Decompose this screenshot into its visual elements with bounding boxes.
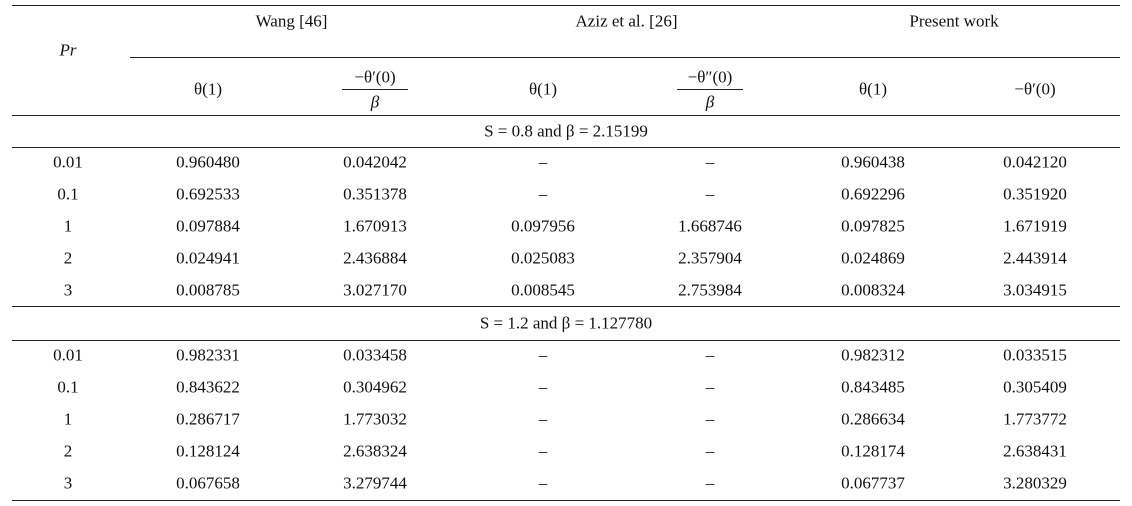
cell: 2.443914	[1003, 248, 1067, 268]
row-label: 0.1	[57, 184, 79, 204]
cell: 1.671919	[1003, 216, 1067, 236]
cell: 0.286717	[176, 409, 240, 429]
column-header: −θ′(0)	[1014, 79, 1056, 99]
fraction-numerator: −θ′(0)	[354, 67, 396, 87]
cell: –	[705, 473, 715, 493]
cell: 0.097956	[511, 216, 575, 236]
fraction-denominator: β	[370, 92, 380, 112]
fraction-bar	[677, 89, 743, 90]
row-label: 1	[63, 409, 73, 429]
header-rule	[12, 115, 1120, 116]
cell: 0.024941	[176, 248, 240, 268]
cell: 3.027170	[343, 280, 407, 300]
cell: 3.034915	[1003, 280, 1067, 300]
cell: 0.351920	[1003, 184, 1067, 204]
cell: 0.843485	[841, 377, 905, 397]
group-rule	[130, 57, 1120, 58]
cell: 0.960438	[841, 152, 905, 172]
cell: 0.067737	[841, 473, 905, 493]
cell: 0.067658	[176, 473, 240, 493]
cell: 0.304962	[343, 377, 407, 397]
cell: 0.025083	[511, 248, 575, 268]
row-label: 2	[63, 248, 73, 268]
cell: 0.008785	[176, 280, 240, 300]
cell: 0.692533	[176, 184, 240, 204]
cell: 2.638431	[1003, 441, 1067, 461]
fraction-denominator: β	[705, 92, 715, 112]
cell: –	[538, 409, 548, 429]
cell: 0.843622	[176, 377, 240, 397]
cell: –	[538, 441, 548, 461]
row-label: 3	[63, 473, 73, 493]
cell: 1.668746	[678, 216, 742, 236]
section-rule	[12, 306, 1120, 307]
column-header: θ(1)	[859, 79, 887, 99]
cell: 2.357904	[678, 248, 742, 268]
row-label: 3	[63, 280, 73, 300]
group-header: Aziz et al. [26]	[575, 11, 678, 31]
cell: 1.670913	[343, 216, 407, 236]
cell: 1.773772	[1003, 409, 1067, 429]
cell: 0.128124	[176, 441, 240, 461]
cell: 0.351378	[343, 184, 407, 204]
column-header: θ(1)	[529, 79, 557, 99]
row-label: 0.01	[53, 152, 83, 172]
cell: –	[538, 473, 548, 493]
cell: 3.280329	[1003, 473, 1067, 493]
cell: 0.982312	[841, 345, 905, 365]
cell: –	[538, 377, 548, 397]
cell: –	[538, 152, 548, 172]
cell: 0.042042	[343, 152, 407, 172]
cell: 0.960480	[176, 152, 240, 172]
cell: 2.753984	[678, 280, 742, 300]
bottom-rule	[12, 500, 1120, 501]
fraction-bar	[342, 89, 408, 90]
cell: –	[705, 377, 715, 397]
cell: 0.097825	[841, 216, 905, 236]
cell: –	[705, 441, 715, 461]
cell: –	[538, 184, 548, 204]
section-caption: S = 1.2 and β = 1.127780	[479, 313, 653, 333]
section-rule	[12, 147, 1120, 148]
cell: 0.692296	[841, 184, 905, 204]
cell: –	[705, 409, 715, 429]
group-header: Present work	[909, 11, 999, 31]
row-label: 0.01	[53, 345, 83, 365]
cell: –	[705, 184, 715, 204]
cell: 0.128174	[841, 441, 905, 461]
fraction-numerator: −θ″(0)	[687, 67, 733, 87]
row-label: 0.1	[57, 377, 79, 397]
cell: 0.982331	[176, 345, 240, 365]
cell: 1.773032	[343, 409, 407, 429]
cell: 0.097884	[176, 216, 240, 236]
cell: 0.033458	[343, 345, 407, 365]
section-caption: S = 0.8 and β = 2.15199	[484, 121, 648, 141]
cell: 0.305409	[1003, 377, 1067, 397]
cell: –	[705, 152, 715, 172]
row-label: 1	[63, 216, 73, 236]
cell: 0.008324	[841, 280, 905, 300]
group-header: Wang [46]	[255, 11, 328, 31]
cell: 3.279744	[343, 473, 407, 493]
cell: –	[538, 345, 548, 365]
cell: 0.024869	[841, 248, 905, 268]
cell: 2.436884	[343, 248, 407, 268]
corner-header: Pr	[59, 40, 77, 60]
top-rule	[12, 5, 1120, 6]
row-label: 2	[63, 441, 73, 461]
cell: –	[705, 345, 715, 365]
cell: 0.033515	[1003, 345, 1067, 365]
cell: 2.638324	[343, 441, 407, 461]
section-rule	[12, 340, 1120, 341]
column-header: θ(1)	[194, 79, 222, 99]
cell: 0.008545	[511, 280, 575, 300]
cell: 0.286634	[841, 409, 905, 429]
cell: 0.042120	[1003, 152, 1067, 172]
